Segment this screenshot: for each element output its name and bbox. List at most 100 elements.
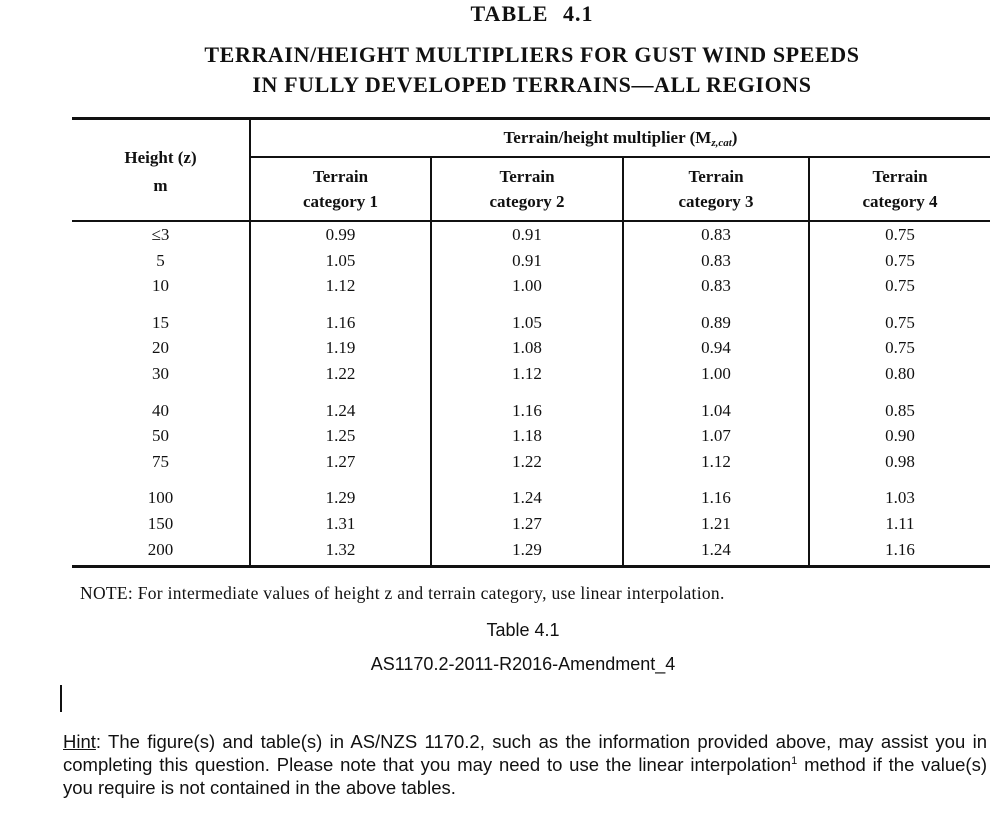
- multiplier-cell-category-1: 1.12: [249, 273, 431, 299]
- multiplier-cell-category-1: 1.27: [249, 448, 431, 475]
- terrain-category-1-header: Terrain category 1: [249, 157, 431, 222]
- column-header-line-1: Terrain: [688, 167, 744, 186]
- text-cursor: [60, 685, 62, 712]
- multiplier-cell-category-1: 1.29: [249, 474, 431, 511]
- table-row: ≤3 0.99 0.91 0.83 0.75: [72, 221, 990, 248]
- terrain-category-2-header: Terrain category 2: [430, 157, 623, 222]
- table-title-line-2: IN FULLY DEVELOPED TERRAINS—ALL REGIONS: [252, 72, 812, 97]
- multiplier-cell-category-3: 0.89: [622, 298, 809, 336]
- multiplier-cell-category-4: 0.75: [808, 298, 990, 336]
- column-header-line-2: category 1: [302, 192, 379, 211]
- terrain-height-multiplier-table: Height (z) m Terrain/height multiplier (…: [72, 117, 990, 569]
- multiplier-cell-category-3: 1.00: [622, 360, 809, 387]
- multiplier-cell-category-3: 0.83: [622, 273, 809, 299]
- column-header-line-2: category 2: [489, 192, 565, 211]
- multiplier-cell-category-2: 1.24: [430, 474, 623, 511]
- table-row: 15 1.16 1.05 0.89 0.75: [72, 298, 990, 336]
- multiplier-cell-category-1: 0.99: [249, 221, 431, 248]
- height-cell: 40: [152, 400, 169, 420]
- table-row: 50 1.25 1.18 1.07 0.90: [72, 423, 990, 449]
- height-cell: 10: [152, 276, 169, 296]
- multiplier-cell-category-4: 0.75: [808, 221, 990, 248]
- hint-paragraph: Hint: The figure(s) and table(s) in AS/N…: [63, 730, 987, 799]
- height-header-unit: m: [153, 176, 168, 195]
- table-row: 30 1.22 1.12 1.00 0.80: [72, 360, 990, 387]
- multiplier-cell-category-3: 0.83: [622, 221, 809, 248]
- multiplier-cell-category-1: 1.05: [249, 247, 431, 274]
- group-header-suffix: ): [731, 127, 738, 147]
- table-row: 150 1.31 1.27 1.21 1.11: [72, 510, 990, 537]
- height-cell: 50: [152, 426, 169, 446]
- multiplier-cell-category-3: 0.83: [622, 247, 809, 274]
- height-cell: 15: [152, 312, 169, 332]
- multiplier-cell-category-3: 1.21: [622, 510, 809, 537]
- multiplier-cell-category-2: 1.05: [430, 298, 623, 336]
- multiplier-cell-category-2: 1.08: [430, 335, 623, 361]
- multiplier-cell-category-2: 0.91: [430, 221, 623, 248]
- multiplier-cell-category-4: 1.03: [808, 474, 990, 511]
- multiplier-cell-category-2: 0.91: [430, 247, 623, 274]
- height-cell: 75: [152, 451, 169, 471]
- terrain-category-3-header: Terrain category 3: [622, 157, 809, 222]
- table-title-line-1: TERRAIN/HEIGHT MULTIPLIERS FOR GUST WIND…: [204, 42, 860, 67]
- group-header-subscript: z,cat: [711, 136, 732, 149]
- hint-text-end: method if the value(s) you require is no…: [63, 754, 987, 798]
- multiplier-cell-category-2: 1.18: [430, 423, 623, 449]
- height-cell: 20: [152, 338, 169, 358]
- height-cell: 200: [72, 536, 250, 569]
- table-row: 10 1.12 1.00 0.83 0.75: [72, 273, 990, 299]
- multiplier-cell-category-4: 0.75: [808, 335, 990, 361]
- caption-table-number: Table 4.1: [486, 620, 560, 640]
- multiplier-cell-category-3: 1.04: [622, 386, 809, 424]
- multiplier-cell-category-4: 0.85: [808, 386, 990, 424]
- multiplier-group-header: Terrain/height multiplier (Mz,cat): [249, 117, 990, 158]
- table-row: 5 1.05 0.91 0.83 0.75: [72, 247, 990, 274]
- multiplier-cell-category-1: 1.25: [249, 423, 431, 449]
- multiplier-cell-category-4: 0.75: [808, 247, 990, 274]
- height-cell: 5: [156, 250, 165, 270]
- multiplier-cell-category-4: 0.90: [808, 423, 990, 449]
- height-header-line-1: Height (z): [124, 148, 197, 167]
- height-cell: 30: [152, 363, 169, 383]
- table-row: 40 1.24 1.16 1.04 0.85: [72, 386, 990, 424]
- footnote-marker: 1: [791, 754, 798, 767]
- multiplier-cell-category-4: 0.80: [808, 360, 990, 387]
- height-cell: 150: [147, 513, 174, 533]
- height-cell: 100: [147, 488, 174, 508]
- group-header-prefix: Terrain/height multiplier (M: [503, 127, 712, 147]
- multiplier-cell-category-1: 1.32: [249, 536, 431, 569]
- multiplier-cell-category-2: 1.16: [430, 386, 623, 424]
- multiplier-cell-category-1: 1.31: [249, 510, 431, 537]
- multiplier-cell-category-2: 1.27: [430, 510, 623, 537]
- multiplier-cell-category-2: 1.12: [430, 360, 623, 387]
- table-note: NOTE: For intermediate values of height …: [80, 583, 725, 603]
- table-row: 200 1.32 1.29 1.24 1.16: [72, 536, 990, 569]
- height-column-header: Height (z) m: [72, 117, 250, 222]
- terrain-category-4-header: Terrain category 4: [808, 157, 990, 222]
- table-row: 75 1.27 1.22 1.12 0.98: [72, 448, 990, 475]
- column-header-line-1: Terrain: [499, 167, 555, 186]
- height-cell: ≤3: [151, 225, 170, 244]
- table-row: 100 1.29 1.24 1.16 1.03: [72, 474, 990, 511]
- multiplier-cell-category-2: 1.00: [430, 273, 623, 299]
- multiplier-cell-category-4: 1.11: [808, 510, 990, 537]
- multiplier-cell-category-3: 1.24: [622, 536, 809, 569]
- hint-text: : The figure(s) and table(s) in AS/NZS 1…: [63, 731, 987, 775]
- multiplier-cell-category-4: 0.98: [808, 448, 990, 475]
- column-header-line-1: Terrain: [872, 167, 928, 186]
- multiplier-cell-category-4: 0.75: [808, 273, 990, 299]
- multiplier-cell-category-3: 1.16: [622, 474, 809, 511]
- multiplier-cell-category-2: 1.29: [430, 536, 623, 569]
- multiplier-cell-category-1: 1.16: [249, 298, 431, 336]
- multiplier-cell-category-3: 0.94: [622, 335, 809, 361]
- column-header-line-2: category 3: [678, 192, 754, 211]
- multiplier-cell-category-3: 1.07: [622, 423, 809, 449]
- multiplier-cell-category-1: 1.24: [249, 386, 431, 424]
- multiplier-cell-category-3: 1.12: [622, 448, 809, 475]
- caption-standard-reference: AS1170.2-2011-R2016-Amendment_4: [370, 654, 676, 674]
- multiplier-cell-category-2: 1.22: [430, 448, 623, 475]
- column-header-line-1: Terrain: [312, 167, 369, 186]
- table-row: 20 1.19 1.08 0.94 0.75: [72, 335, 990, 361]
- multiplier-cell-category-1: 1.22: [249, 360, 431, 387]
- column-header-line-2: category 4: [862, 192, 938, 211]
